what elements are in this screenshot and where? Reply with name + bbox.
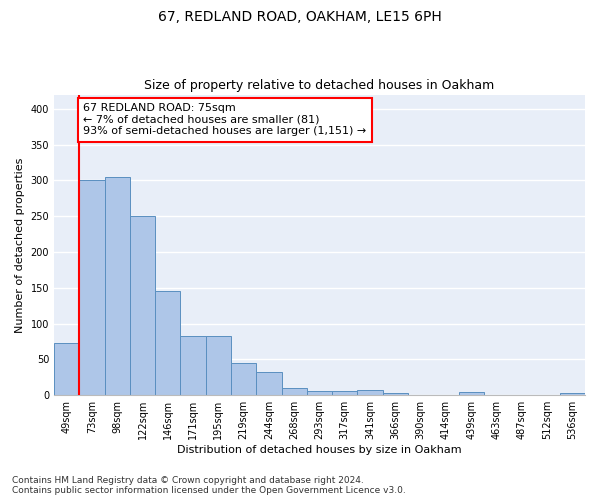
Bar — [256, 372, 281, 395]
Bar — [155, 292, 181, 395]
Text: Contains HM Land Registry data © Crown copyright and database right 2024.
Contai: Contains HM Land Registry data © Crown c… — [12, 476, 406, 495]
Bar — [231, 363, 256, 395]
Bar — [383, 393, 408, 395]
Bar — [458, 392, 484, 395]
Y-axis label: Number of detached properties: Number of detached properties — [15, 157, 25, 332]
Bar — [130, 216, 155, 395]
Bar — [281, 388, 307, 395]
X-axis label: Distribution of detached houses by size in Oakham: Distribution of detached houses by size … — [177, 445, 462, 455]
Bar — [206, 336, 231, 395]
Title: Size of property relative to detached houses in Oakham: Size of property relative to detached ho… — [145, 79, 494, 92]
Bar — [560, 393, 585, 395]
Bar — [307, 391, 332, 395]
Bar — [332, 391, 358, 395]
Bar — [79, 180, 104, 395]
Bar — [54, 343, 79, 395]
Bar — [358, 390, 383, 395]
Bar — [181, 336, 206, 395]
Text: 67 REDLAND ROAD: 75sqm
← 7% of detached houses are smaller (81)
93% of semi-deta: 67 REDLAND ROAD: 75sqm ← 7% of detached … — [83, 103, 367, 136]
Bar — [104, 177, 130, 395]
Text: 67, REDLAND ROAD, OAKHAM, LE15 6PH: 67, REDLAND ROAD, OAKHAM, LE15 6PH — [158, 10, 442, 24]
